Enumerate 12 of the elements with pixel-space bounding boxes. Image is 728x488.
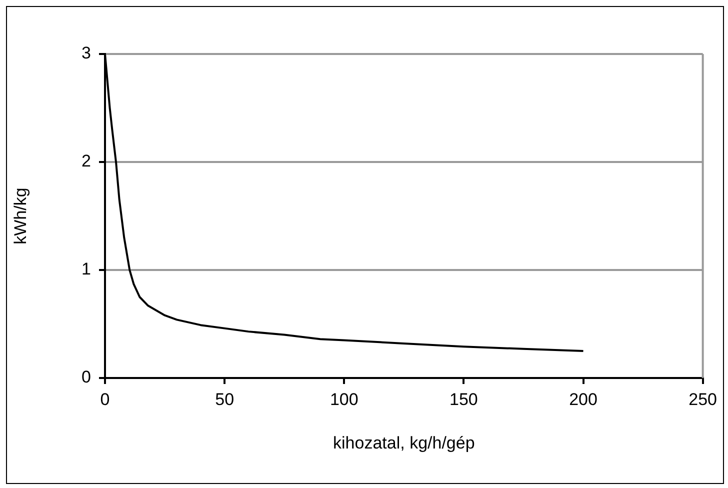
y-tick-label: 2 [82,152,91,171]
y-axis-title: kWh/kg [10,188,30,244]
x-tick-label: 250 [688,390,718,409]
x-tick-label: 150 [450,390,478,409]
y-tick-label: 3 [82,44,91,63]
y-tick-label: 1 [82,260,91,279]
x-tick-label: 200 [569,390,598,409]
x-tick-label: 100 [330,390,358,409]
y-tick-label: 0 [82,368,91,387]
x-tick-label: 50 [215,390,234,409]
x-tick-label: 0 [100,390,110,409]
x-axis-title: kihozatal, kg/h/gép [333,433,475,452]
